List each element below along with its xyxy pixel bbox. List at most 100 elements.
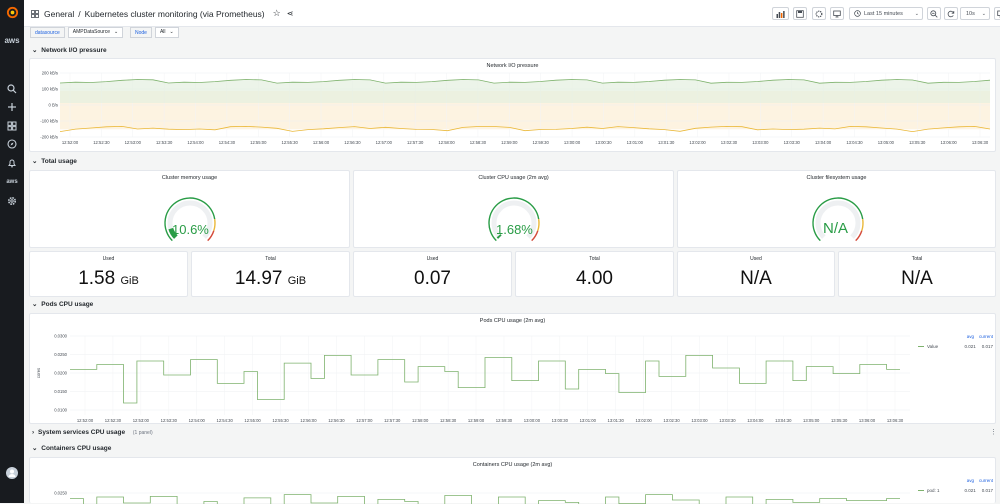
x-tick-label: 13:03:00 xyxy=(691,418,708,423)
add-panel-button[interactable] xyxy=(772,7,789,20)
plus-icon[interactable] xyxy=(5,100,19,114)
gear-icon[interactable] xyxy=(5,194,19,208)
zoom-out-button[interactable] xyxy=(927,7,941,20)
stat-value: 1.58 GiB xyxy=(30,268,187,290)
legend-series-name: Value xyxy=(927,344,939,349)
aws-icon[interactable]: aws xyxy=(5,175,19,189)
filesystem-gauge-panel[interactable]: Cluster filesystem usage N/A xyxy=(677,170,996,248)
filesystem-used-stat[interactable]: Used N/A xyxy=(677,251,835,297)
aws-icon[interactable]: aws xyxy=(4,33,20,47)
user-avatar-icon[interactable] xyxy=(5,466,19,480)
y-tick-label: -200 kB/s xyxy=(40,135,58,140)
aws-label: aws xyxy=(6,179,18,185)
x-tick-label: 13:06:30 xyxy=(972,140,989,145)
memory-used-stat[interactable]: Used 1.58 GiB xyxy=(29,251,188,297)
datasource-select-value: AMPDataSource xyxy=(72,29,110,35)
sidebar: aws aws xyxy=(0,0,24,503)
share-icon[interactable]: ⋖ xyxy=(286,9,294,18)
filesystem-total-stat[interactable]: Total N/A xyxy=(838,251,996,297)
x-tick-label: 12:59:00 xyxy=(468,418,485,423)
containers-cpu-panel[interactable]: Containers CPU usage (2m avg) 0.0250 avg… xyxy=(29,457,996,504)
y-tick-label: 0.0250 xyxy=(54,352,67,357)
row-pods-cpu[interactable]: ⌄ Pods CPU usage xyxy=(32,300,93,308)
row-title-label: Pods CPU usage xyxy=(41,301,94,308)
pods-cpu-panel[interactable]: Pods CPU usage (2m avg) 0.0300 0.0250 0.02… xyxy=(29,313,996,424)
node-select[interactable]: All ⌄ xyxy=(154,27,179,38)
row-title-label: System services CPU usage xyxy=(37,429,126,436)
legend-item[interactable]: Value 0.021 0.017 xyxy=(918,344,993,349)
star-icon[interactable]: ☆ xyxy=(272,8,281,18)
save-icon xyxy=(796,9,804,18)
chevron-down-icon: ⌄ xyxy=(32,158,38,165)
network-io-panel[interactable]: Network I/O pressure 200 kB/s 100 kB/s 0 B… xyxy=(29,58,996,152)
gauge-value: 10.6% xyxy=(172,222,209,237)
x-tick-label: 13:01:30 xyxy=(608,418,625,423)
legend-current: 0.017 xyxy=(981,488,993,493)
tv-mode-button[interactable] xyxy=(994,7,1000,20)
breadcrumb-folder[interactable]: General xyxy=(44,8,75,19)
x-tick-label: 13:01:00 xyxy=(627,140,644,145)
x-tick-label: 12:59:00 xyxy=(501,140,518,145)
dashboard-title[interactable]: Kubernetes cluster monitoring (via Prome… xyxy=(84,8,265,19)
x-tick-label: 12:54:00 xyxy=(189,418,206,423)
gauge-threshold-green xyxy=(164,197,216,242)
explore-icon[interactable] xyxy=(5,137,19,151)
row-title-label: Network I/O pressure xyxy=(41,47,107,54)
legend-avg-header[interactable]: avg xyxy=(966,478,974,483)
x-tick-label: 12:55:00 xyxy=(250,140,267,145)
stat-label: Used xyxy=(750,256,762,262)
gauge-value-arc xyxy=(496,234,502,239)
row-containers-cpu[interactable]: ⌄ Containers CPU usage xyxy=(32,444,111,452)
aws-label: aws xyxy=(4,35,20,45)
stat-value: 0.07 xyxy=(414,268,451,289)
x-tick-label: 13:04:00 xyxy=(815,140,832,145)
legend-item[interactable]: pod: 1 0.021 0.017 xyxy=(918,488,993,493)
y-tick-label: 0.0100 xyxy=(54,408,67,413)
chevron-down-icon: ⌄ xyxy=(32,47,38,54)
node-variable-label: Node xyxy=(130,27,152,38)
memory-total-stat[interactable]: Total 14.97 GiB xyxy=(191,251,350,297)
x-tick-label: 13:05:00 xyxy=(878,140,895,145)
x-tick-label: 12:58:30 xyxy=(470,140,487,145)
row-system-services-cpu[interactable]: › System services CPU usage (1 panel) xyxy=(32,429,153,436)
cpu-gauge-panel[interactable]: Cluster CPU usage (2m avg) 1.68% xyxy=(353,170,674,248)
refresh-icon xyxy=(947,10,955,17)
x-tick-label: 13:01:30 xyxy=(658,140,675,145)
save-dashboard-button[interactable] xyxy=(793,7,807,20)
cpu-used-stat[interactable]: Used 0.07 xyxy=(353,251,512,297)
drag-handle-icon[interactable]: ⋮ xyxy=(990,429,997,436)
monitor-icon xyxy=(997,10,1000,17)
x-tick-label: 12:59:30 xyxy=(533,140,550,145)
dashboards-grid-icon xyxy=(31,9,39,18)
row-network-io[interactable]: ⌄ Network I/O pressure xyxy=(32,46,107,54)
refresh-button[interactable] xyxy=(944,7,958,20)
legend-current-header[interactable]: current xyxy=(978,334,993,339)
y-tick-label: 0 B/s xyxy=(48,103,58,108)
gauge-threshold-green xyxy=(812,197,864,242)
x-tick-label: 13:05:30 xyxy=(909,140,926,145)
settings-button[interactable] xyxy=(812,7,826,20)
time-range-picker[interactable]: Last 15 minutes ⌄ xyxy=(849,7,923,20)
search-icon[interactable] xyxy=(5,82,19,96)
alerting-icon[interactable] xyxy=(5,156,19,170)
gauge-value-arc xyxy=(168,227,178,239)
gauge-track xyxy=(815,200,861,239)
x-tick-label: 13:04:00 xyxy=(747,418,764,423)
memory-gauge-panel[interactable]: Cluster memory usage 10.6% xyxy=(29,170,350,248)
gauge-threshold-orange xyxy=(861,218,864,231)
legend-current-header[interactable]: current xyxy=(978,478,993,483)
panel-title: Pods CPU usage (2m avg) xyxy=(479,318,546,324)
legend-avg-header[interactable]: avg xyxy=(966,334,974,339)
row-total-usage[interactable]: ⌄ Total usage xyxy=(32,157,77,165)
x-tick-label: 12:53:00 xyxy=(133,418,150,423)
refresh-interval-label: 10s xyxy=(966,10,975,17)
view-mode-button[interactable] xyxy=(830,7,844,20)
grafana-logo-icon[interactable] xyxy=(5,5,19,19)
refresh-interval-picker[interactable]: 10s ⌄ xyxy=(960,7,990,20)
dashboards-icon[interactable] xyxy=(5,119,19,133)
x-tick-label: 12:52:30 xyxy=(105,418,122,423)
gauge-threshold-orange xyxy=(213,218,216,231)
node-variable: Node All ⌄ xyxy=(130,27,179,38)
cpu-total-stat[interactable]: Total 4.00 xyxy=(515,251,674,297)
datasource-select[interactable]: AMPDataSource ⌄ xyxy=(67,27,124,38)
